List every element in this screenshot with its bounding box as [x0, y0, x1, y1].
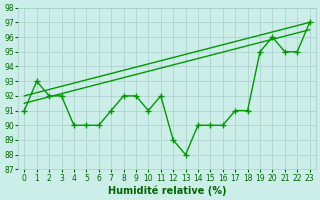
X-axis label: Humidité relative (%): Humidité relative (%) [108, 185, 226, 196]
